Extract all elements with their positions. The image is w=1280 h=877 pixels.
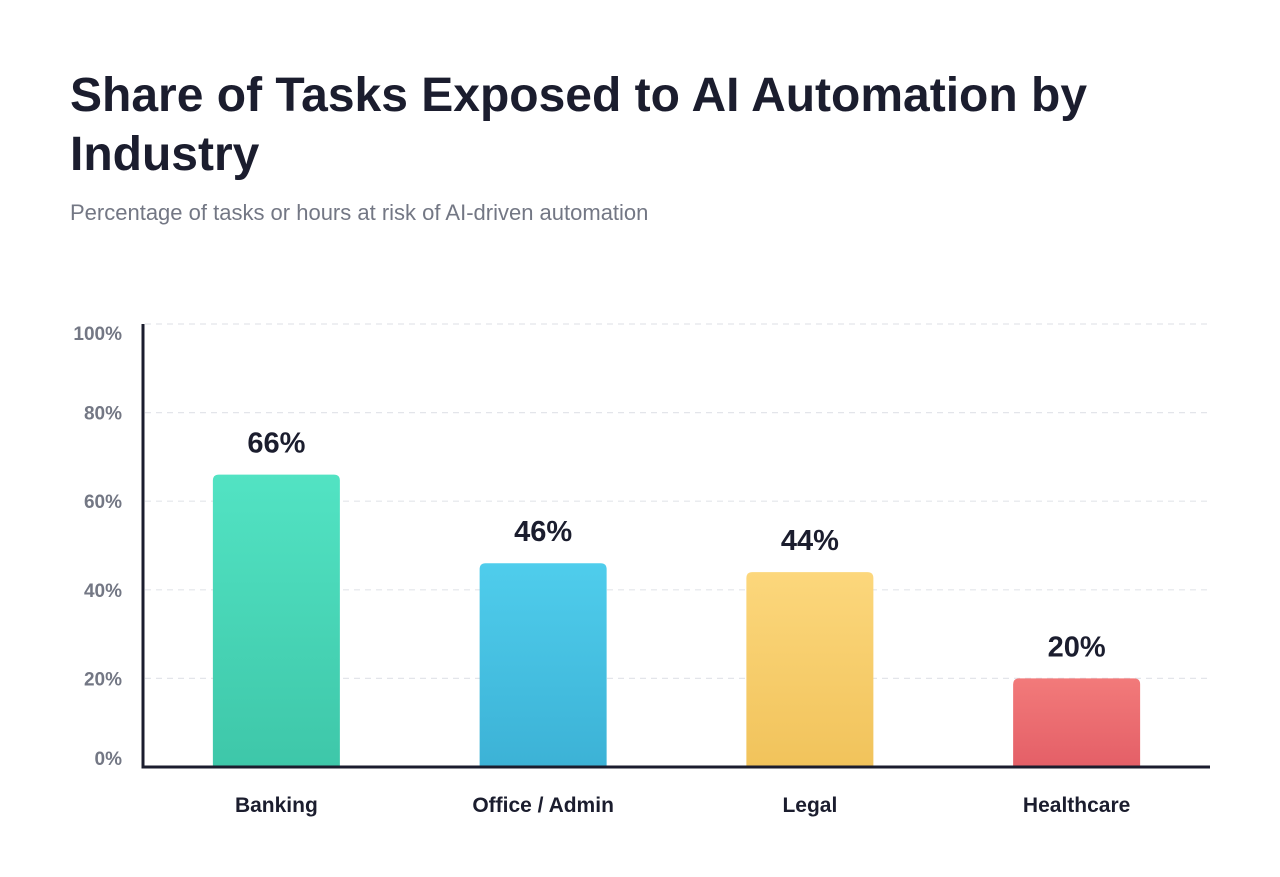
y-tick-label: 100% [73,324,122,345]
y-tick-label: 40% [84,581,122,602]
data-label: 44% [781,525,839,557]
x-axis-ticks: Banking Office / Admin Legal Healthcare [235,794,1130,817]
x-tick-label: Healthcare [1023,794,1130,817]
data-label: 20% [1048,631,1106,663]
data-label: 46% [514,516,572,548]
chart-title: Share of Tasks Exposed to AI Automation … [70,69,1088,181]
y-tick-label: 60% [84,492,122,513]
y-tick-label: 20% [84,669,122,690]
data-labels: 66% 46% 44% 20% [247,428,1106,664]
bars [212,474,1141,767]
bar-legal [746,572,874,767]
data-label: 66% [247,428,305,460]
x-tick-label: Legal [782,794,837,817]
bar-banking [212,474,340,767]
x-tick-label: Banking [235,794,318,817]
y-axis-ticks: 0% 20% 40% 60% 80% 100% [73,324,122,770]
bar-healthcare [1013,678,1141,767]
axes [141,324,1210,769]
y-tick-label: 0% [95,749,123,770]
x-tick-label: Office / Admin [472,794,614,817]
y-tick-label: 80% [84,404,122,425]
chart-subtitle: Percentage of tasks or hours at risk of … [70,200,649,225]
bar-office-admin [479,563,607,767]
